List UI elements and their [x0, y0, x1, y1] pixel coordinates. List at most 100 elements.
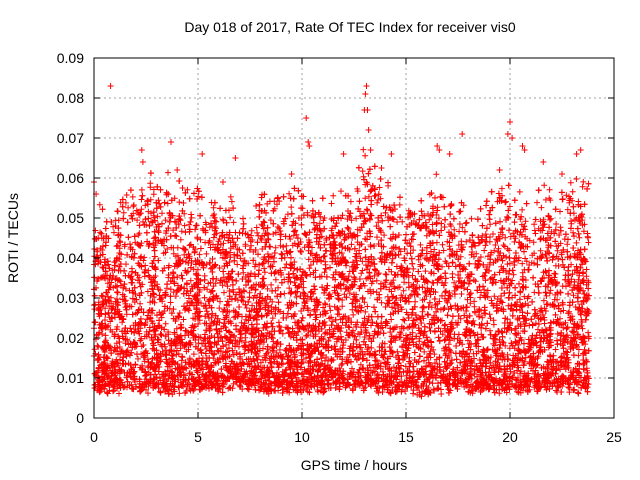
data-point: [374, 199, 381, 206]
data-point: [400, 287, 407, 294]
data-point: [256, 341, 263, 348]
data-point: [134, 217, 141, 224]
data-point: [346, 290, 353, 297]
data-point: [532, 320, 539, 327]
data-point: [306, 265, 313, 272]
data-point: [394, 219, 401, 225]
data-point: [468, 215, 475, 222]
data-point: [192, 226, 199, 233]
data-point: [130, 202, 137, 208]
data-point: [190, 387, 197, 394]
data-point: [431, 246, 438, 253]
data-point: [276, 225, 283, 232]
data-point: [350, 311, 357, 318]
data-point: [270, 348, 277, 355]
data-point: [176, 199, 183, 206]
data-point: [498, 185, 505, 192]
data-point: [567, 179, 574, 186]
data-point: [412, 298, 419, 305]
data-point: [286, 285, 293, 292]
data-point: [349, 306, 356, 313]
data-point: [474, 337, 481, 344]
data-point: [181, 222, 188, 229]
data-point: [323, 354, 330, 361]
data-point: [537, 308, 543, 315]
data-point: [382, 271, 389, 277]
data-point: [145, 390, 151, 397]
data-point: [267, 359, 274, 366]
data-point: [151, 331, 158, 338]
data-point: [194, 234, 201, 241]
data-point: [317, 213, 324, 220]
data-point: [338, 240, 345, 247]
data-point: [423, 293, 430, 300]
data-point: [274, 201, 280, 208]
data-point: [327, 307, 334, 314]
data-point: [241, 350, 248, 357]
data-point: [180, 200, 187, 206]
data-point: [137, 255, 144, 262]
data-point: [553, 221, 560, 227]
data-point: [283, 385, 290, 392]
data-point: [177, 236, 184, 243]
data-point: [552, 262, 559, 269]
data-point: [227, 214, 234, 221]
data-point: [442, 336, 449, 343]
data-point: [275, 284, 281, 291]
data-point: [328, 344, 335, 351]
data-point: [288, 204, 295, 211]
data-point: [135, 355, 141, 362]
data-point: [580, 178, 587, 185]
data-point: [221, 289, 227, 296]
data-point: [482, 231, 489, 238]
data-point: [552, 346, 559, 353]
data-point: [223, 327, 230, 334]
data-point: [248, 227, 255, 234]
data-point: [348, 241, 355, 248]
data-point: [219, 216, 226, 223]
data-point: [138, 206, 145, 213]
data-point: [387, 338, 394, 345]
data-point: [173, 325, 180, 332]
data-point: [585, 329, 592, 336]
data-point: [360, 146, 367, 153]
data-point: [554, 330, 561, 337]
data-point: [537, 247, 544, 254]
data-point: [122, 285, 129, 292]
data-point: [396, 201, 403, 208]
data-point: [179, 275, 186, 282]
data-point: [298, 371, 305, 378]
data-point: [510, 271, 517, 278]
data-point: [172, 293, 179, 300]
data-point: [479, 273, 486, 280]
data-point: [362, 195, 369, 202]
data-point: [479, 314, 486, 321]
data-point: [141, 254, 148, 261]
data-point: [368, 344, 375, 351]
data-point: [409, 283, 416, 290]
data-point: [566, 308, 573, 315]
data-point: [433, 171, 440, 178]
data-point: [270, 231, 277, 237]
data-point: [481, 286, 488, 293]
data-point: [178, 228, 185, 235]
data-point: [91, 346, 98, 353]
data-point: [286, 190, 293, 197]
data-point: [162, 320, 169, 327]
data-point: [417, 241, 424, 248]
data-point: [114, 208, 121, 215]
data-point: [264, 235, 271, 242]
data-point: [421, 348, 428, 355]
data-point: [228, 198, 235, 205]
data-point: [449, 274, 456, 281]
data-point: [96, 201, 103, 208]
data-point: [347, 198, 354, 205]
data-point: [123, 192, 130, 198]
data-point: [234, 261, 241, 268]
data-point: [338, 188, 344, 195]
data-point: [500, 242, 507, 249]
data-point: [269, 335, 276, 342]
data-point: [364, 303, 371, 310]
data-point: [226, 288, 233, 294]
data-point: [381, 232, 388, 239]
